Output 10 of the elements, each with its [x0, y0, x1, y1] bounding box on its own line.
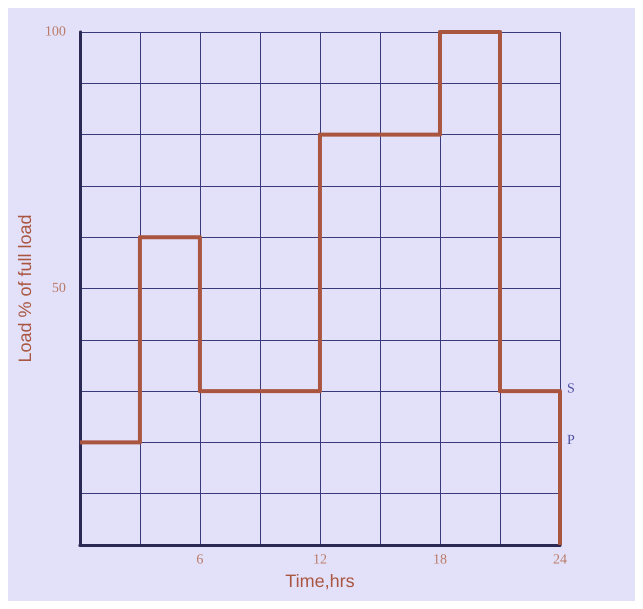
y-tick-label: 50 [52, 281, 66, 296]
y-tick-label: 100 [44, 24, 66, 40]
x-tick-label: 24 [553, 552, 567, 568]
x-tick-label: 12 [312, 552, 327, 568]
annotation: S [567, 382, 575, 397]
x-axis-title: Time,hrs [285, 570, 355, 591]
x-tick-label: 6 [196, 552, 204, 568]
annotation: P [567, 432, 575, 448]
x-tick-label: 18 [432, 552, 447, 568]
y-axis-title: Load % of full load [15, 214, 35, 363]
